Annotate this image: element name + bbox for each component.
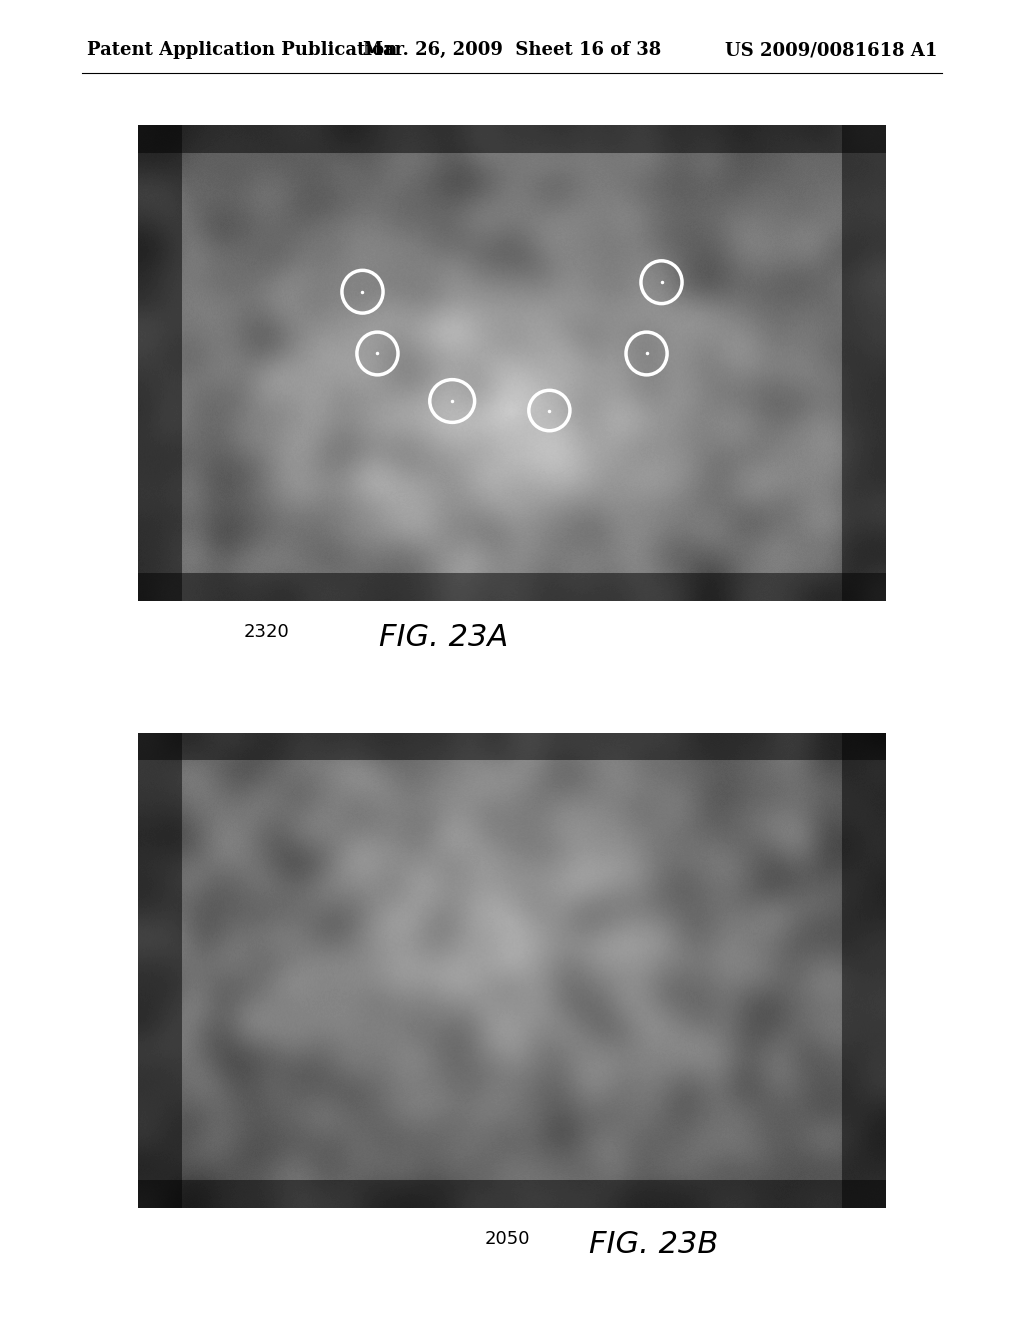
Text: US 2009/0081618 A1: US 2009/0081618 A1 [725,41,937,59]
Text: Patent Application Publication: Patent Application Publication [87,41,397,59]
Text: Mar. 26, 2009  Sheet 16 of 38: Mar. 26, 2009 Sheet 16 of 38 [362,41,662,59]
Text: FIG. 23A: FIG. 23A [379,623,508,652]
Text: FIG. 23B: FIG. 23B [589,1230,718,1259]
Text: 2050: 2050 [484,1230,529,1249]
Text: 2320: 2320 [244,623,289,642]
